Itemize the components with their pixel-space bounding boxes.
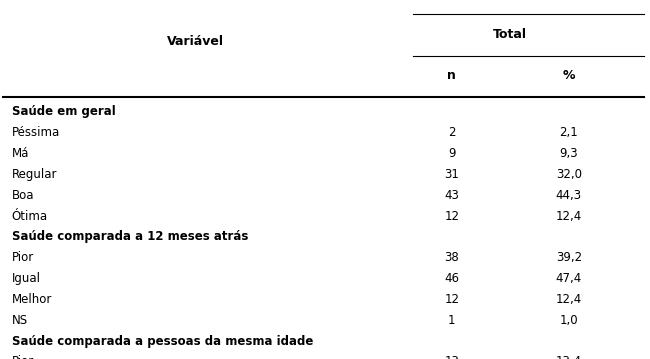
Text: Ótima: Ótima: [12, 210, 48, 223]
Text: 44,3: 44,3: [556, 189, 582, 202]
Text: 12,4: 12,4: [556, 293, 582, 306]
Text: Pior: Pior: [12, 355, 34, 359]
Text: Saúde em geral: Saúde em geral: [12, 106, 116, 118]
Text: 39,2: 39,2: [556, 251, 582, 264]
Text: 1: 1: [448, 314, 456, 327]
Text: Igual: Igual: [12, 272, 41, 285]
Text: 12,4: 12,4: [556, 210, 582, 223]
Text: 9: 9: [448, 147, 456, 160]
Text: 9,3: 9,3: [560, 147, 578, 160]
Text: 2: 2: [448, 126, 456, 139]
Text: 32,0: 32,0: [556, 168, 582, 181]
Text: Melhor: Melhor: [12, 293, 52, 306]
Text: Saúde comparada a 12 meses atrás: Saúde comparada a 12 meses atrás: [12, 230, 248, 243]
Text: Regular: Regular: [12, 168, 57, 181]
Text: 12: 12: [444, 210, 460, 223]
Text: n: n: [447, 69, 456, 82]
Text: Variável: Variável: [166, 35, 224, 48]
Text: Boa: Boa: [12, 189, 34, 202]
Text: Pior: Pior: [12, 251, 34, 264]
Text: Péssima: Péssima: [12, 126, 60, 139]
Text: NS: NS: [12, 314, 28, 327]
Text: 46: 46: [444, 272, 460, 285]
Text: 12: 12: [444, 293, 460, 306]
Text: 13,4: 13,4: [556, 355, 582, 359]
Text: 2,1: 2,1: [560, 126, 578, 139]
Text: 13: 13: [445, 355, 459, 359]
Text: Saúde comparada a pessoas da mesma idade: Saúde comparada a pessoas da mesma idade: [12, 335, 313, 348]
Text: 31: 31: [445, 168, 459, 181]
Text: 38: 38: [445, 251, 459, 264]
Text: %: %: [562, 69, 575, 82]
Text: Total: Total: [493, 28, 527, 41]
Text: 43: 43: [445, 189, 459, 202]
Text: 1,0: 1,0: [560, 314, 578, 327]
Text: Má: Má: [12, 147, 29, 160]
Text: 47,4: 47,4: [556, 272, 582, 285]
